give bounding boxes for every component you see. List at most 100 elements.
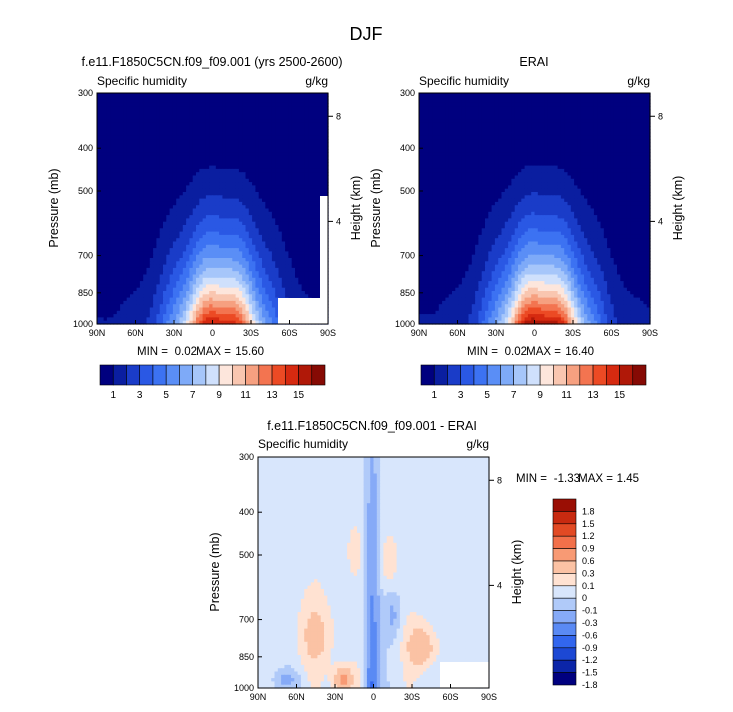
field-cell (179, 175, 184, 180)
field-cell (265, 132, 270, 137)
field-cell (215, 248, 220, 252)
field-cell (199, 172, 204, 177)
field-cell (212, 271, 217, 276)
field-cell (100, 162, 105, 167)
field-cell (113, 201, 118, 206)
field-cell (291, 135, 296, 140)
field-cell (229, 178, 233, 183)
field-cell (163, 192, 167, 196)
field-cell (275, 254, 280, 259)
field-cell (146, 215, 151, 219)
field-cell (265, 135, 270, 140)
field-cell (172, 198, 177, 203)
field-cell (255, 188, 260, 193)
field-cell (189, 109, 194, 114)
field-cell (179, 261, 184, 266)
field-cell (113, 271, 118, 276)
field-cell (202, 264, 207, 269)
field-cell (235, 102, 240, 107)
field-cell (219, 185, 223, 190)
field-cell (182, 135, 187, 140)
field-cell (199, 228, 204, 233)
field-cell (126, 264, 131, 269)
field-cell (199, 149, 204, 153)
field-cell (189, 172, 194, 177)
field-cell (116, 96, 121, 101)
field-cell (324, 182, 329, 186)
field-cell (215, 122, 220, 127)
field-cell (298, 178, 303, 183)
field-cell (156, 218, 161, 223)
field-cell (192, 271, 197, 276)
field-cell (149, 218, 154, 223)
field-cell (196, 241, 200, 246)
field-cell (235, 188, 240, 193)
field-cell (156, 238, 161, 243)
field-cell (189, 165, 194, 170)
field-cell (242, 96, 247, 101)
field-cell (123, 234, 128, 239)
field-cell (311, 99, 316, 104)
field-cell (133, 99, 138, 104)
field-cell (149, 129, 154, 134)
field-cell (281, 126, 286, 130)
field-cell (159, 254, 164, 259)
field-cell (166, 159, 171, 163)
field-cell (156, 211, 161, 216)
field-cell (97, 109, 101, 114)
field-cell (179, 208, 184, 213)
field-cell (225, 258, 230, 262)
field-cell (182, 267, 187, 272)
field-cell (106, 218, 111, 223)
field-cell (262, 139, 266, 144)
field-cell (153, 221, 157, 226)
field-cell (281, 122, 286, 127)
field-cell (314, 172, 319, 177)
field-cell (275, 165, 280, 170)
field-cell (222, 254, 227, 259)
field-cell (215, 109, 220, 114)
field-cell (232, 102, 237, 107)
field-cell (179, 225, 184, 229)
field-cell (265, 119, 270, 124)
field-cell (308, 139, 313, 144)
field-cell (324, 126, 329, 130)
field-cell (156, 248, 161, 252)
field-cell (172, 172, 177, 177)
field-cell (285, 248, 289, 252)
field-cell (238, 218, 243, 223)
field-cell (110, 93, 115, 97)
field-cell (186, 211, 190, 216)
field-cell (110, 188, 115, 193)
field-cell (120, 175, 124, 180)
field-cell (242, 165, 247, 170)
field-cell (205, 271, 210, 276)
field-cell (199, 139, 204, 144)
field-cell (143, 145, 148, 150)
field-cell (189, 152, 194, 157)
field-cell (245, 155, 250, 160)
colorbar-box (112, 364, 127, 386)
field-cell (126, 168, 131, 173)
field-cell (295, 126, 299, 130)
field-cell (314, 135, 319, 140)
field-cell (113, 192, 118, 196)
field-cell (248, 135, 253, 140)
field-cell (205, 234, 210, 239)
field-cell (163, 195, 167, 200)
field-cell (169, 112, 174, 117)
field-cell (304, 168, 309, 173)
field-cell (113, 109, 118, 114)
field-cell (245, 185, 250, 190)
field-cell (308, 132, 313, 137)
field-cell (113, 195, 118, 200)
field-cell (139, 93, 144, 97)
field-cell (143, 211, 148, 216)
field-cell (311, 93, 316, 97)
field-cell (295, 178, 299, 183)
field-cell (245, 251, 250, 256)
field-cell (281, 221, 286, 226)
field-cell (298, 172, 303, 177)
field-cell (281, 155, 286, 160)
field-cell (199, 241, 204, 246)
